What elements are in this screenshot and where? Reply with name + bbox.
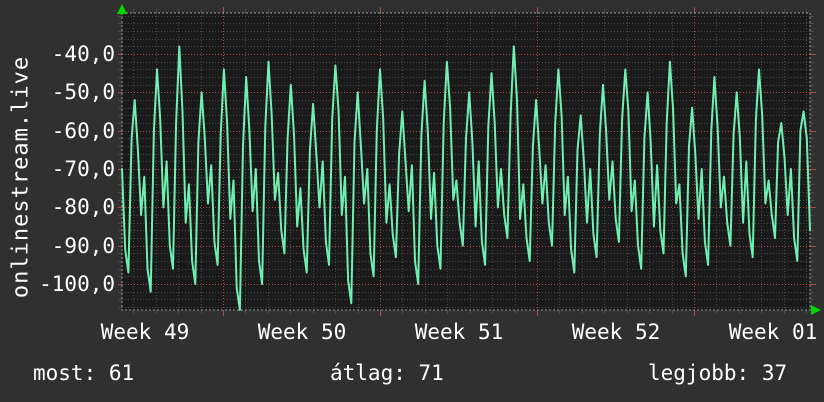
y-tick-label: -40,0 (51, 42, 115, 66)
axis-arrow-right-icon (811, 305, 821, 315)
stat-current: most: 61 (33, 362, 134, 384)
stat-current-value: 61 (108, 361, 135, 385)
x-tick-label: Week 52 (571, 320, 661, 344)
axis-arrow-up-icon (117, 4, 127, 14)
signal-line-series (121, 45, 811, 311)
stat-best-label: legjobb: (648, 361, 750, 385)
axis-ticks (118, 7, 816, 316)
stat-best: legjobb: 37 (648, 362, 787, 384)
stat-average: átlag: 71 (330, 362, 444, 384)
stat-best-value: 37 (761, 361, 788, 385)
y-tick-label: -50,0 (51, 80, 115, 104)
x-tick-label: Week 51 (414, 320, 504, 344)
y-tick-label: -70,0 (51, 157, 115, 181)
y-tick-label: -90,0 (51, 234, 115, 258)
x-tick-label: Week 49 (100, 320, 190, 344)
stat-average-label: átlag: (330, 361, 406, 385)
y-tick-label: -60,0 (51, 119, 115, 143)
x-tick-label: Week 50 (257, 320, 347, 344)
stat-average-value: 71 (418, 361, 444, 385)
plot-border (121, 12, 811, 311)
stat-current-label: most: (33, 361, 97, 385)
x-tick-label: Week 01 (728, 320, 818, 344)
y-tick-label: -80,0 (51, 195, 115, 219)
y-tick-label: -100,0 (39, 272, 115, 296)
